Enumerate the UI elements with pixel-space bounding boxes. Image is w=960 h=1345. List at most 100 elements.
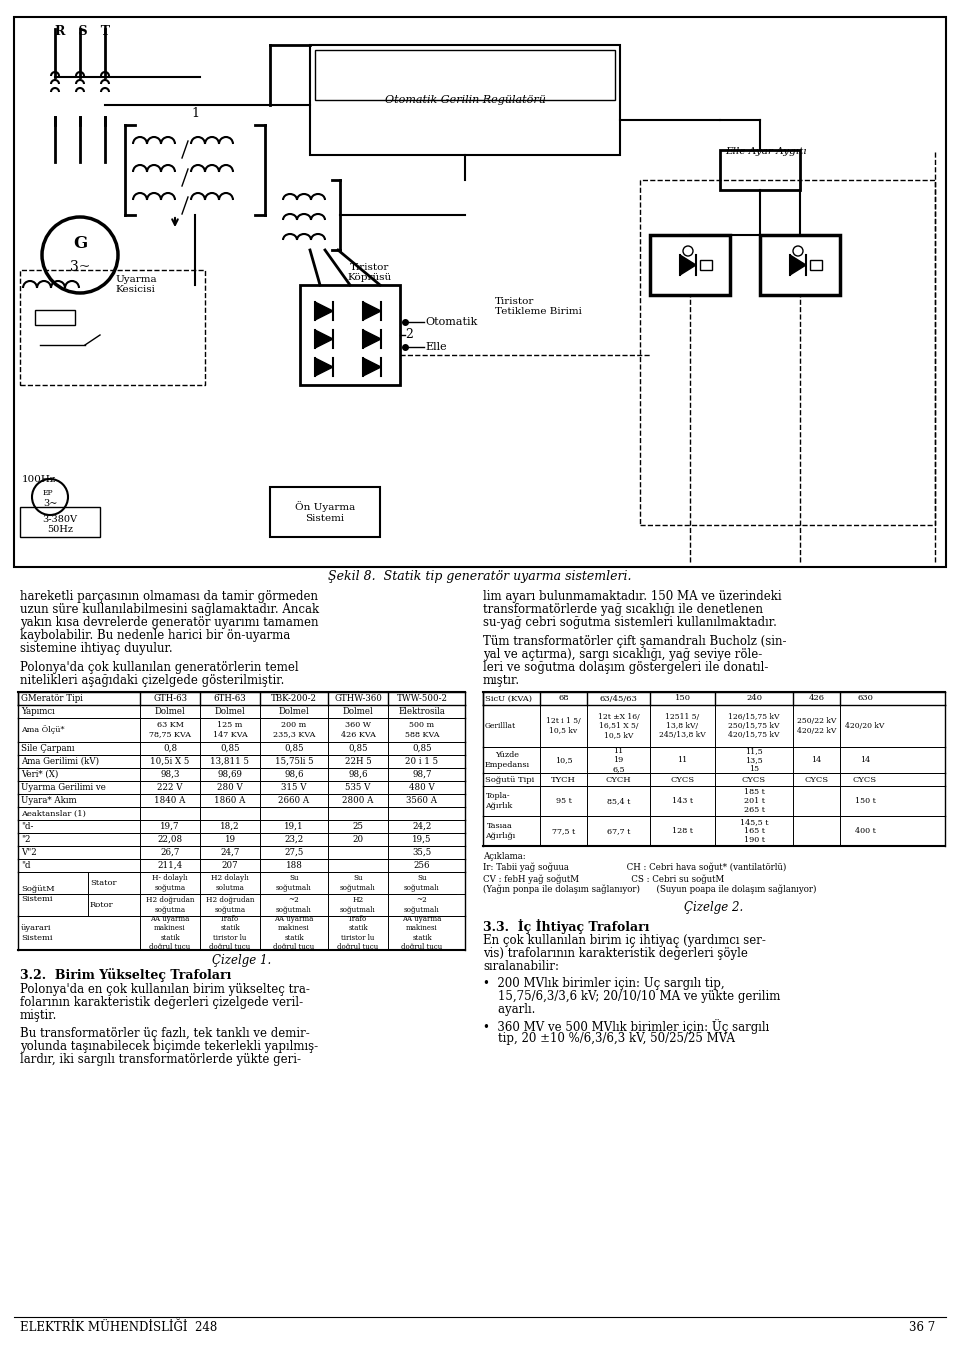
Text: Trafo
statik
tiristor lu
doğrul tucu: Trafo statik tiristor lu doğrul tucu (337, 915, 378, 951)
Text: 207: 207 (222, 861, 238, 870)
Text: ~2
soğutmalı: ~2 soğutmalı (404, 896, 440, 913)
Text: Çizelge 2.: Çizelge 2. (684, 901, 744, 915)
Text: TWW-500-2: TWW-500-2 (396, 694, 447, 703)
Text: 23,2: 23,2 (284, 835, 303, 845)
Text: 19,1: 19,1 (284, 822, 303, 831)
Text: 3~: 3~ (70, 260, 90, 274)
Text: 11: 11 (678, 756, 687, 764)
Text: En çok kullanılan birim iç ihtiyaç (yardımcı ser-: En çok kullanılan birim iç ihtiyaç (yard… (483, 933, 766, 947)
Text: 20: 20 (352, 835, 364, 845)
Text: CV : febH yağ soğutM                   CS : Cebri su soğutM: CV : febH yağ soğutM CS : Cebri su soğut… (483, 874, 724, 884)
Text: Çizelge 1.: Çizelge 1. (212, 954, 271, 967)
Polygon shape (315, 330, 333, 348)
Polygon shape (363, 303, 381, 320)
Text: 6TH-63: 6TH-63 (214, 694, 247, 703)
Text: 0,85: 0,85 (284, 744, 303, 753)
Text: hareketli parçasının olmaması da tamir görmeden: hareketli parçasının olmaması da tamir g… (20, 590, 318, 603)
Text: 14: 14 (860, 756, 870, 764)
Text: vis) trafolarının karakteristik değerleri şöyle: vis) trafolarının karakteristik değerler… (483, 947, 748, 960)
Text: GTHW-360: GTHW-360 (334, 694, 382, 703)
Text: Otomatik: Otomatik (425, 317, 477, 327)
Text: 11
19
6,5: 11 19 6,5 (612, 746, 625, 773)
Text: 125 m
147 KVA: 125 m 147 KVA (212, 721, 248, 738)
Text: 222 V: 222 V (157, 783, 182, 792)
Text: kaybolabilir. Bu nedenle harici bir ön-uyarma: kaybolabilir. Bu nedenle harici bir ön-u… (20, 629, 290, 642)
Text: 22,08: 22,08 (157, 835, 182, 845)
Bar (810, 260, 822, 270)
Text: 250/22 kV
420/22 kV: 250/22 kV 420/22 kV (797, 717, 836, 734)
Text: 24,2: 24,2 (412, 822, 432, 831)
Text: 12511 5/
13,8 kV/
245/13,8 kV: 12511 5/ 13,8 kV/ 245/13,8 kV (660, 713, 706, 740)
Text: 0,85: 0,85 (220, 744, 240, 753)
Text: Tiristor
Köprüsü: Tiristor Köprüsü (348, 262, 392, 282)
Text: 11,5
13,5
15: 11,5 13,5 15 (745, 746, 763, 773)
Text: Su
soğutmalı: Su soğutmalı (276, 874, 312, 892)
Text: 500 m
588 KVA: 500 m 588 KVA (405, 721, 440, 738)
Text: H2 doğrudan
soğutma: H2 doğrudan soğutma (146, 896, 194, 913)
Polygon shape (363, 358, 381, 377)
Text: 150: 150 (675, 694, 690, 702)
Text: Elektrosila: Elektrosila (398, 707, 445, 716)
Text: •  200 MVlık birimler için: Uç sargılı tip,: • 200 MVlık birimler için: Uç sargılı ti… (483, 976, 725, 990)
Text: (Yağın ponpa ile dolaşım sağlanıyor)      (Suyun poapa ile dolaşım sağlanıyor): (Yağın ponpa ile dolaşım sağlanıyor) (Su… (483, 885, 817, 894)
Text: 19: 19 (225, 835, 235, 845)
Text: 12t ±X 16/
16,51 X 5/
10,5 kV: 12t ±X 16/ 16,51 X 5/ 10,5 kV (598, 713, 639, 740)
Text: üyarari
Sistemi: üyarari Sistemi (21, 924, 53, 942)
Text: 68: 68 (558, 694, 569, 702)
Text: 145,5 t
165 t
190 t: 145,5 t 165 t 190 t (740, 818, 768, 845)
Text: 27,5: 27,5 (284, 847, 303, 857)
Bar (20, 507, 100, 537)
Text: GMeratör Tipi: GMeratör Tipi (21, 694, 83, 703)
Text: Elle Ayar Aygıtı: Elle Ayar Aygıtı (725, 147, 806, 156)
Polygon shape (680, 256, 696, 274)
Text: Dolmel: Dolmel (278, 707, 309, 716)
Text: Uyara* Akım: Uyara* Akım (21, 796, 77, 806)
Text: Açıklama:: Açıklama: (483, 851, 526, 861)
Text: 63 KM
78,75 KVA: 63 KM 78,75 KVA (149, 721, 191, 738)
Text: AA uyarma
makinesi
statik
doğrul tucu: AA uyarma makinesi statik doğrul tucu (274, 915, 315, 951)
Text: 3.2.  Birim Yükselteç Trafoları: 3.2. Birim Yükselteç Trafoları (20, 968, 231, 982)
Text: 143 t: 143 t (672, 798, 693, 806)
Text: 240: 240 (746, 694, 762, 702)
Text: AA uyarma
makinesi
statik
doğrul tucu: AA uyarma makinesi statik doğrul tucu (401, 915, 443, 951)
Text: 0,85: 0,85 (412, 744, 432, 753)
Text: Ir: Tabii yağ soğuua                     CH : Cebri hava soğut* (vantilatörlü): Ir: Tabii yağ soğuua CH : Cebri hava soğ… (483, 863, 786, 873)
Text: Sile Çarpanı: Sile Çarpanı (21, 744, 75, 753)
Text: 12t i 1 5/
10,5 kv: 12t i 1 5/ 10,5 kv (546, 717, 581, 734)
Text: miştir.: miştir. (20, 1009, 58, 1022)
Text: SicU (KVA): SicU (KVA) (485, 694, 532, 702)
Text: Elle: Elle (425, 342, 446, 352)
Text: Ön Uyarma
Sistemi: Ön Uyarma Sistemi (295, 502, 355, 523)
Text: 18,2: 18,2 (220, 822, 240, 831)
Text: 77,5 t: 77,5 t (552, 827, 575, 835)
Text: •  360 MV ve 500 MVlık birimler için: Üç sargılı: • 360 MV ve 500 MVlık birimler için: Üç … (483, 1020, 769, 1034)
Text: Soğutü Tipi: Soğutü Tipi (485, 776, 535, 784)
Text: 22H 5: 22H 5 (345, 757, 372, 767)
Text: G: G (73, 234, 87, 252)
Text: 19,5: 19,5 (412, 835, 432, 845)
Text: TYCH: TYCH (551, 776, 576, 784)
Text: 150 t: 150 t (854, 798, 876, 806)
Text: Şekil 8.  Statik tip generatör uyarma sistemleri.: Şekil 8. Statik tip generatör uyarma sis… (328, 570, 632, 582)
Bar (310, 44, 620, 155)
Text: AA uyarma
makinesi
statik
doğrul tucu: AA uyarma makinesi statik doğrul tucu (150, 915, 191, 951)
Text: Tiristor
Tetikleme Birimi: Tiristor Tetikleme Birimi (495, 297, 582, 316)
Text: yal ve açtırma), sargı sıcaklığı, yağ seviye röle-: yal ve açtırma), sargı sıcaklığı, yağ se… (483, 648, 762, 660)
Text: H2 doğrudan
soğutma: H2 doğrudan soğutma (205, 896, 254, 913)
Text: CYCS: CYCS (670, 776, 695, 784)
Text: R   S   T: R S T (55, 26, 110, 38)
Text: 85,4 t: 85,4 t (607, 798, 630, 806)
Text: Tüm transformatörler çift şamandralı Bucholz (sin-: Tüm transformatörler çift şamandralı Buc… (483, 635, 786, 648)
Text: mıştır.: mıştır. (483, 674, 520, 687)
Bar (640, 180, 935, 525)
Polygon shape (790, 256, 806, 274)
Text: 3.3.  İç İhtiyaç Trafoları: 3.3. İç İhtiyaç Trafoları (483, 919, 650, 933)
Text: 36 7: 36 7 (909, 1321, 935, 1334)
Text: 26,7: 26,7 (160, 847, 180, 857)
Text: 2: 2 (405, 328, 413, 342)
Text: 98,7: 98,7 (412, 769, 432, 779)
Text: 0,8: 0,8 (163, 744, 177, 753)
Text: 14: 14 (811, 756, 822, 764)
Text: 480 V: 480 V (409, 783, 435, 792)
Text: Uyarma
Kesicisi: Uyarma Kesicisi (115, 274, 156, 295)
